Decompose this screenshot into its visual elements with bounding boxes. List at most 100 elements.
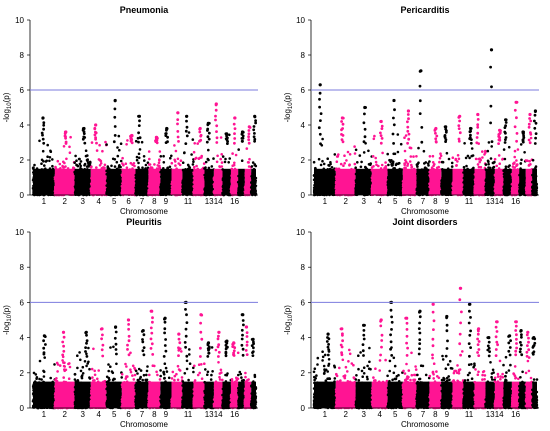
snp-density-band bbox=[74, 168, 91, 196]
snp-point bbox=[346, 150, 350, 154]
snp-point bbox=[118, 164, 121, 167]
x-tick-label: 3 bbox=[80, 197, 85, 206]
snp-point bbox=[42, 141, 46, 145]
y-tick-label: 0 bbox=[301, 191, 306, 200]
snp-point bbox=[83, 141, 87, 145]
snp-point bbox=[343, 162, 347, 165]
snp-point bbox=[335, 160, 339, 163]
snp-point bbox=[41, 137, 45, 141]
y-tick-label: 6 bbox=[20, 86, 25, 95]
snp-point bbox=[220, 161, 224, 164]
lead-snp bbox=[41, 116, 45, 120]
snp-point bbox=[199, 138, 203, 142]
snp-point bbox=[113, 158, 117, 161]
snp-point bbox=[56, 159, 60, 163]
snp-point bbox=[41, 133, 44, 137]
snp-density-band bbox=[204, 168, 214, 196]
snp-density-band bbox=[182, 168, 194, 196]
snp-point bbox=[210, 165, 214, 168]
snp-point bbox=[317, 157, 321, 161]
snp-density-band bbox=[314, 168, 336, 196]
snp-point bbox=[174, 164, 177, 167]
snp-point bbox=[233, 132, 236, 136]
snp-point bbox=[75, 159, 78, 162]
snp-point bbox=[321, 137, 324, 141]
snp-point bbox=[215, 160, 219, 164]
lead-snp bbox=[113, 98, 117, 103]
snp-density-band bbox=[90, 168, 107, 196]
snp-point bbox=[43, 164, 46, 167]
snp-point bbox=[106, 165, 110, 168]
snp-point bbox=[227, 161, 230, 164]
snp-point bbox=[380, 127, 384, 130]
snp-point bbox=[176, 122, 179, 126]
snp-point bbox=[232, 163, 236, 167]
snp-point bbox=[137, 124, 141, 127]
snp-point bbox=[158, 158, 161, 162]
snp-point bbox=[113, 134, 117, 137]
snp-point bbox=[206, 127, 210, 131]
snp-point bbox=[198, 130, 202, 134]
snp-point bbox=[68, 151, 72, 154]
x-tick-label: 6 bbox=[126, 197, 131, 206]
snp-point bbox=[63, 161, 66, 165]
lead-snp bbox=[165, 126, 169, 131]
snp-point bbox=[218, 165, 222, 169]
snp-point bbox=[77, 157, 81, 161]
snp-point bbox=[380, 124, 384, 128]
snp-density-band bbox=[222, 168, 231, 196]
snp-point bbox=[223, 160, 227, 164]
snp-point bbox=[253, 163, 257, 166]
snp-point bbox=[62, 145, 66, 148]
snp-point bbox=[113, 107, 117, 111]
chromosome-11-points bbox=[181, 114, 195, 197]
snp-density-band bbox=[54, 168, 75, 196]
snp-point bbox=[112, 140, 116, 144]
snp-point bbox=[234, 153, 238, 157]
snp-point bbox=[185, 119, 188, 123]
snp-point bbox=[68, 145, 71, 149]
snp-point bbox=[158, 164, 161, 168]
y-tick-label: 4 bbox=[301, 121, 306, 130]
snp-point bbox=[228, 157, 231, 160]
snp-point bbox=[339, 162, 343, 166]
snp-point bbox=[33, 163, 36, 167]
snp-point bbox=[186, 163, 190, 167]
snp-point bbox=[48, 159, 51, 163]
snp-density-band bbox=[121, 168, 136, 196]
snp-point bbox=[377, 164, 380, 168]
snp-point bbox=[215, 141, 219, 144]
snp-point bbox=[177, 140, 180, 143]
snp-point bbox=[90, 141, 94, 144]
snp-point bbox=[321, 159, 324, 163]
snp-point bbox=[362, 121, 366, 125]
snp-point bbox=[362, 151, 366, 154]
snp-point bbox=[345, 159, 348, 162]
snp-point bbox=[169, 156, 172, 160]
snp-point bbox=[135, 158, 139, 162]
snp-point bbox=[75, 163, 78, 167]
snp-point bbox=[318, 97, 321, 101]
snp-point bbox=[191, 138, 195, 141]
snp-point bbox=[176, 157, 180, 161]
snp-point bbox=[191, 163, 195, 166]
snp-point bbox=[207, 131, 211, 135]
snp-point bbox=[65, 157, 68, 161]
snp-point bbox=[61, 164, 64, 168]
snp-point bbox=[215, 136, 219, 140]
snp-point bbox=[137, 152, 141, 156]
snp-point bbox=[247, 165, 251, 168]
snp-point bbox=[178, 163, 182, 167]
snp-point bbox=[181, 161, 185, 164]
snp-point bbox=[240, 137, 244, 140]
snp-point bbox=[371, 155, 375, 158]
snp-density-band bbox=[160, 168, 172, 196]
snp-point bbox=[252, 128, 256, 132]
snp-point bbox=[99, 162, 103, 165]
snp-point bbox=[164, 132, 168, 135]
snp-point bbox=[46, 155, 49, 158]
snp-point bbox=[353, 152, 357, 155]
snp-point bbox=[372, 137, 376, 141]
snp-point bbox=[214, 118, 217, 122]
lead-snp bbox=[137, 114, 141, 118]
